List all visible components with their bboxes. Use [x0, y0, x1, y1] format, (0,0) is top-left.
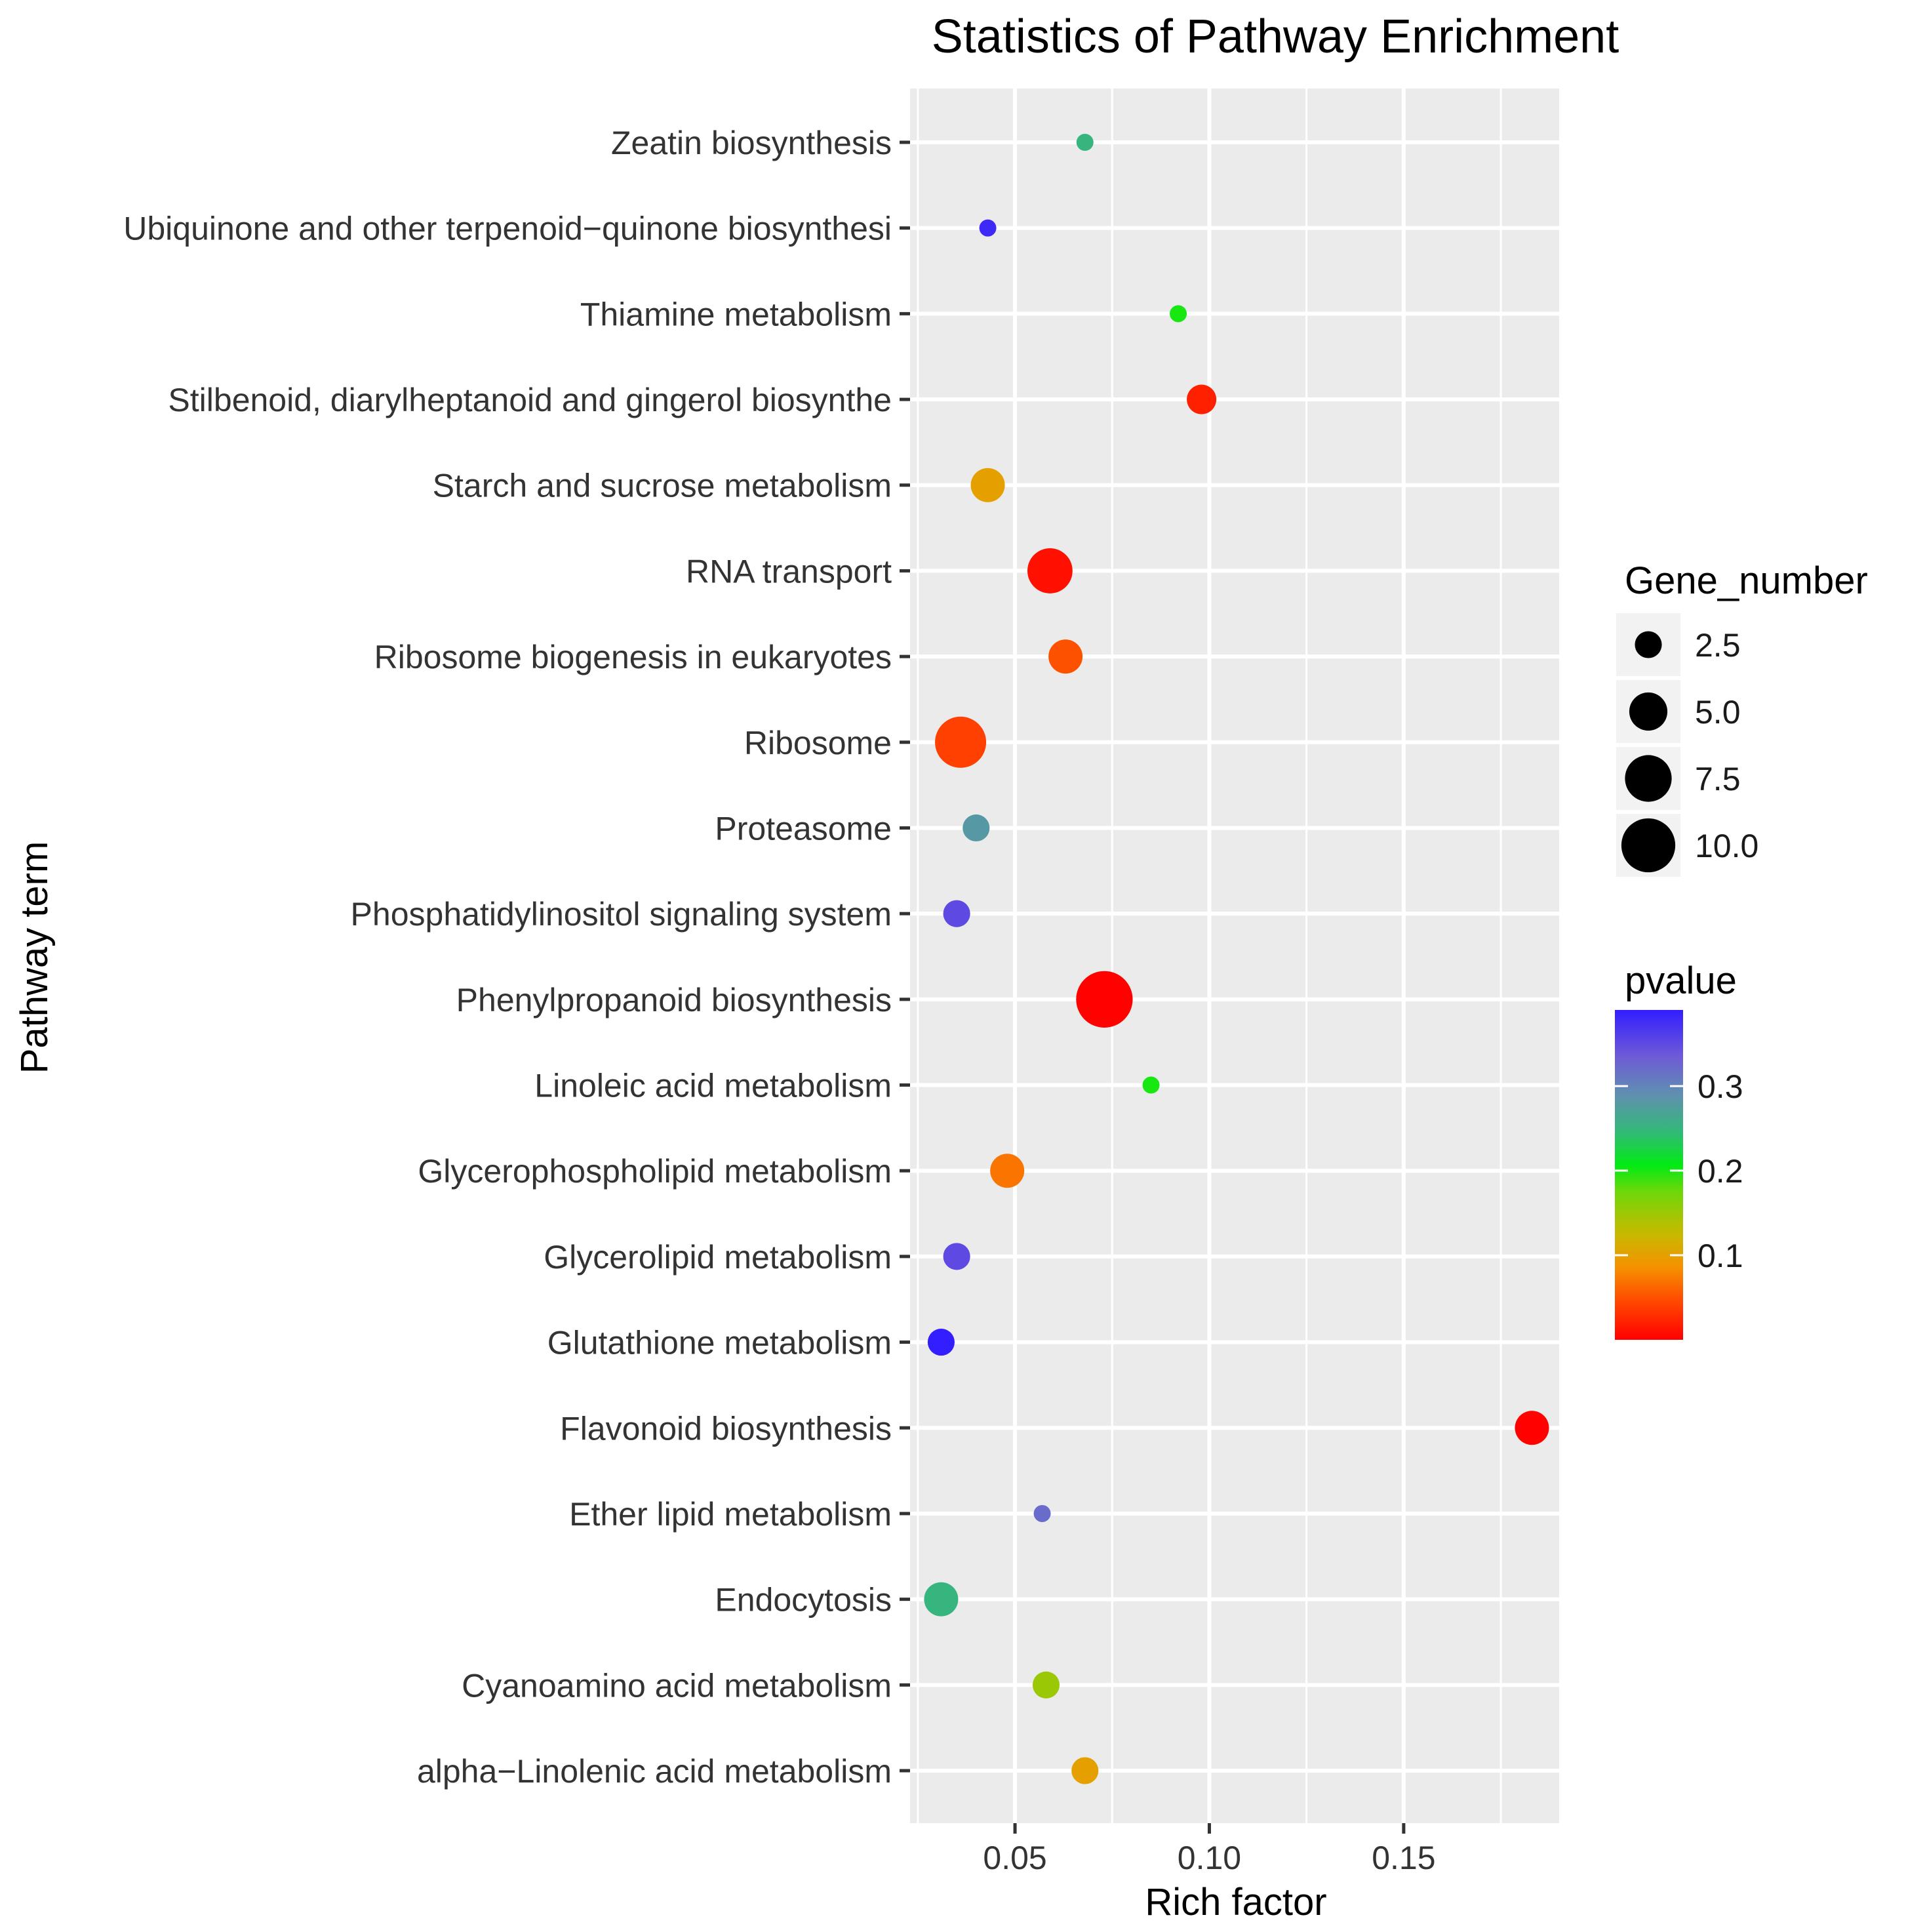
y-axis-title: Pathway term — [13, 841, 56, 1074]
y-tick-label: Glycerolipid metabolism — [544, 1239, 892, 1276]
x-axis: 0.05 0.10 0.15 — [983, 1823, 1436, 1876]
y-tick-label: Phosphatidylinositol signaling system — [351, 896, 892, 933]
y-tick-label: Glycerophospholipid metabolism — [418, 1153, 892, 1190]
data-point — [1142, 1076, 1160, 1094]
data-point — [1076, 971, 1133, 1028]
data-point — [924, 1582, 959, 1617]
major-gridlines — [910, 89, 1559, 1823]
y-tick-label: Glutathione metabolism — [547, 1325, 892, 1361]
data-point — [943, 1243, 970, 1270]
data-point — [935, 716, 987, 768]
minor-gridlines — [917, 89, 1502, 1823]
data-point — [1048, 639, 1083, 674]
plot-panel — [910, 89, 1559, 1823]
data-points — [924, 134, 1549, 1784]
data-point — [1187, 384, 1217, 414]
data-point — [963, 814, 990, 842]
data-point — [1033, 1504, 1051, 1522]
gene-number-legend-swatch — [1625, 755, 1672, 802]
gene-number-legend-swatch — [1635, 631, 1662, 658]
y-tick-label: Ether lipid metabolism — [569, 1496, 892, 1533]
y-tick-label: Zeatin biosynthesis — [611, 125, 892, 161]
y-tick-label: Thiamine metabolism — [580, 296, 892, 332]
gene-number-legend-label: 10.0 — [1695, 828, 1758, 864]
gene-number-legend-label: 7.5 — [1695, 761, 1741, 797]
x-tick-label: 0.15 — [1372, 1840, 1435, 1876]
pvalue-legend-label: 0.1 — [1698, 1238, 1743, 1274]
y-tick-label: alpha−Linolenic acid metabolism — [417, 1753, 892, 1790]
y-tick-label: Ribosome biogenesis in eukaryotes — [374, 639, 892, 675]
y-tick-label: RNA transport — [686, 553, 892, 590]
y-tick-label: Phenylpropanoid biosynthesis — [456, 982, 892, 1018]
data-point — [1071, 1757, 1099, 1784]
x-tick-label: 0.05 — [983, 1840, 1046, 1876]
data-point — [927, 1329, 955, 1356]
y-axis: Zeatin biosynthesis Ubiquinone and other … — [123, 125, 910, 1790]
gene-number-legend-label: 5.0 — [1695, 694, 1741, 731]
y-tick-label: Flavonoid biosynthesis — [560, 1410, 892, 1447]
y-tick-label: Endocytosis — [715, 1582, 892, 1619]
y-tick-label: Linoleic acid metabolism — [534, 1068, 892, 1104]
pvalue-legend-title: pvalue — [1625, 959, 1737, 1002]
x-axis-title: Rich factor — [1145, 1881, 1326, 1923]
y-tick-label: Starch and sucrose metabolism — [433, 468, 892, 504]
gene-number-legend-swatch — [1621, 818, 1676, 873]
chart-title: Statistics of Pathway Enrichment — [932, 10, 1619, 63]
data-point — [943, 900, 970, 927]
y-tick-label: Stilbenoid, diarylheptanoid and gingerol… — [168, 382, 892, 418]
pvalue-legend-label: 0.3 — [1698, 1068, 1743, 1105]
data-point — [1515, 1411, 1549, 1445]
x-tick-label: 0.10 — [1178, 1840, 1241, 1876]
gene-number-legend-title: Gene_number — [1625, 559, 1868, 602]
gene-number-legend-label: 2.5 — [1695, 627, 1741, 664]
data-point — [1170, 305, 1187, 323]
data-point — [979, 219, 997, 237]
pvalue-colorbar — [1615, 1010, 1683, 1340]
pvalue-legend-label: 0.2 — [1698, 1153, 1743, 1190]
y-tick-label: Ribosome — [744, 725, 892, 761]
data-point — [990, 1154, 1025, 1188]
y-tick-label: Cyanoamino acid metabolism — [462, 1667, 892, 1704]
gene-number-legend-swatch — [1629, 692, 1668, 731]
pvalue-legend: pvalue 0.3 0.2 0.1 — [1615, 959, 1743, 1340]
data-point — [970, 468, 1005, 502]
gene-number-legend: Gene_number 2.5 5.0 7.5 10.0 — [1616, 559, 1868, 877]
data-point — [1027, 548, 1073, 594]
y-tick-label: Proteasome — [715, 810, 892, 847]
data-point — [1032, 1671, 1060, 1699]
data-point — [1076, 134, 1094, 151]
y-tick-label: Ubiquinone and other terpenoid−quinone b… — [123, 211, 892, 247]
